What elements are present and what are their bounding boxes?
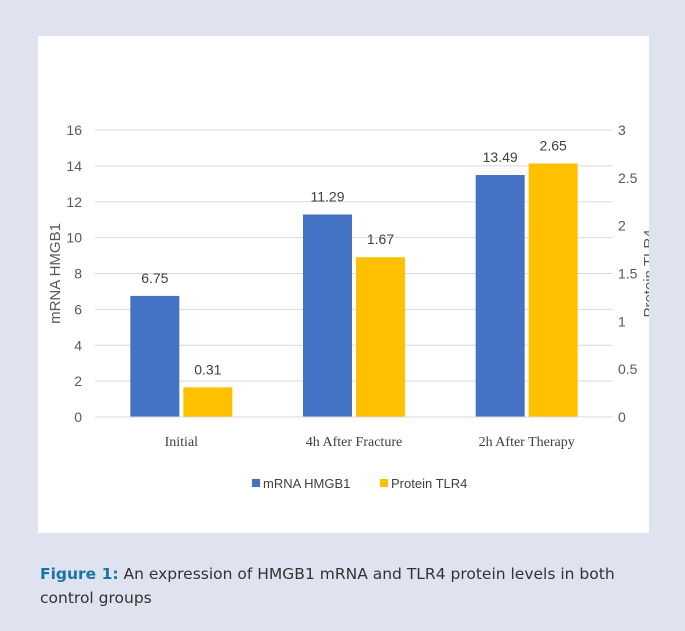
y-tick-label: 8 bbox=[74, 266, 82, 282]
bar-mrna-hmgb1 bbox=[303, 214, 352, 417]
y2-tick-label: 2.5 bbox=[618, 170, 638, 186]
data-label: 13.49 bbox=[483, 149, 518, 165]
bar-protein-tlr4 bbox=[356, 257, 405, 417]
legend-swatch-mrna-hmgb1 bbox=[252, 479, 260, 487]
y-tick-label: 14 bbox=[66, 158, 82, 174]
y2-tick-label: 0 bbox=[618, 409, 626, 425]
chart-container: 0 2 4 6 8 10 12 14 16 0 0.5 1 1.5 2 2.5 3 mRNA HMGB1 Prot… bbox=[38, 36, 649, 533]
y2-axis-title: Protein TLR4 bbox=[641, 229, 649, 317]
x-tick-label: 4h After Fracture bbox=[306, 435, 402, 450]
x-tick-label: Initial bbox=[165, 435, 199, 450]
y2-tick-label: 1.5 bbox=[618, 266, 638, 282]
figure-caption: Figure 1: An expression of HMGB1 mRNA an… bbox=[40, 562, 650, 610]
legend-label-protein-tlr4: Protein TLR4 bbox=[391, 476, 467, 491]
bar-protein-tlr4 bbox=[183, 387, 233, 417]
bar-mrna-hmgb1 bbox=[130, 295, 180, 417]
y-tick-label: 4 bbox=[74, 337, 82, 353]
caption-label: Figure 1: bbox=[40, 565, 119, 583]
y-axis-title: mRNA HMGB1 bbox=[47, 223, 64, 324]
data-label: 11.29 bbox=[311, 188, 345, 204]
bar-chart: 0 2 4 6 8 10 12 14 16 0 0.5 1 1.5 2 2.5 3 mRNA HMGB1 Prot… bbox=[47, 122, 649, 491]
data-label: 1.67 bbox=[367, 231, 394, 247]
y-tick-label: 6 bbox=[74, 301, 82, 317]
legend-label-mrna-hmgb1: mRNA HMGB1 bbox=[263, 476, 350, 491]
data-label: 6.75 bbox=[141, 270, 168, 286]
y-tick-label: 10 bbox=[66, 230, 82, 246]
y2-tick-label: 1 bbox=[618, 313, 626, 329]
data-label: 2.65 bbox=[540, 137, 567, 153]
bar-protein-tlr4 bbox=[528, 163, 578, 417]
legend-swatch-protein-tlr4 bbox=[380, 479, 388, 487]
y2-tick-label: 0.5 bbox=[618, 361, 638, 377]
x-tick-label: 2h After Therapy bbox=[479, 435, 575, 450]
bar-mrna-hmgb1 bbox=[475, 175, 525, 417]
y-tick-label: 2 bbox=[74, 373, 82, 389]
y2-tick-label: 2 bbox=[618, 218, 626, 234]
data-label: 0.31 bbox=[194, 361, 221, 377]
y2-tick-label: 3 bbox=[618, 122, 626, 138]
y-tick-label: 12 bbox=[66, 194, 82, 210]
caption-text: An expression of HMGB1 mRNA and TLR4 pro… bbox=[40, 565, 615, 607]
y-tick-label: 0 bbox=[74, 409, 82, 425]
y-tick-label: 16 bbox=[66, 122, 82, 138]
